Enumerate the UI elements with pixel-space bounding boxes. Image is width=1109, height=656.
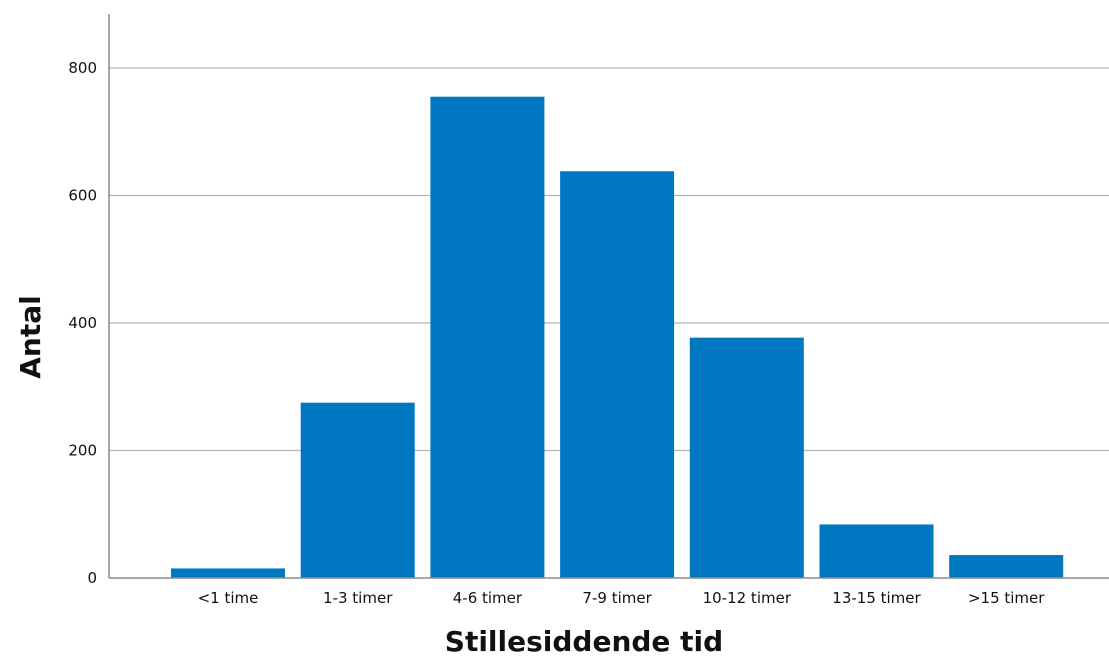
- bar: [430, 96, 545, 578]
- x-tick-label: 1-3 timer: [323, 589, 393, 607]
- y-axis-title: Antal: [14, 295, 47, 378]
- x-tick-label: <1 time: [198, 589, 259, 607]
- y-tick-label: 400: [68, 314, 97, 332]
- bar: [689, 337, 804, 578]
- axes: [108, 14, 1109, 579]
- y-tick-label: 0: [87, 569, 97, 587]
- y-tick-labels: 0 200 400 600 800: [68, 59, 97, 587]
- bar: [560, 171, 675, 578]
- x-tick-label: 13-15 timer: [832, 589, 921, 607]
- bar: [949, 555, 1064, 578]
- bar: [819, 524, 934, 578]
- x-tick-label: 4-6 timer: [453, 589, 523, 607]
- y-tick-label: 800: [68, 59, 97, 77]
- x-tick-label: >15 timer: [968, 589, 1045, 607]
- x-tick-label: 7-9 timer: [582, 589, 652, 607]
- x-tick-label: 10-12 timer: [703, 589, 792, 607]
- bar: [171, 568, 285, 578]
- x-tick-labels: <1 time 1-3 timer 4-6 timer 7-9 timer 10-12 …: [198, 589, 1046, 607]
- y-tick-label: 200: [68, 442, 97, 460]
- bar: [300, 402, 415, 578]
- y-tick-label: 600: [68, 187, 97, 205]
- x-axis-title: Stillesiddende tid: [445, 625, 723, 656]
- bars: [171, 96, 1064, 578]
